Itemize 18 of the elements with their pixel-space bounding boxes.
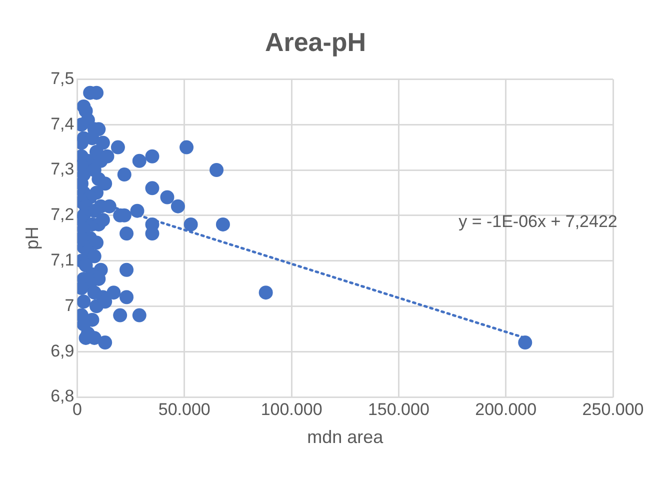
y-tick-label: 7,1 bbox=[50, 250, 74, 270]
x-tick-label: 0 bbox=[72, 400, 82, 419]
x-axis-title: mdn area bbox=[307, 427, 384, 448]
y-tick-label: 6,8 bbox=[50, 386, 74, 406]
y-tick-label: 7,2 bbox=[50, 205, 74, 224]
y-tick-label: 6,9 bbox=[50, 341, 74, 360]
x-tick-label: 50.000 bbox=[158, 400, 210, 419]
y-axis-title: pH bbox=[22, 226, 42, 250]
y-tick-label: 7,5 bbox=[50, 68, 74, 88]
y-tick-label: 7 bbox=[64, 296, 74, 315]
y-tick-label: 7,3 bbox=[50, 160, 74, 179]
x-tick-label: 200.000 bbox=[475, 400, 537, 419]
x-tick-label: 150.000 bbox=[368, 400, 430, 419]
y-tick-label: 7,4 bbox=[50, 114, 74, 134]
annotation: y = -1E-06x + 7,2422 bbox=[458, 212, 618, 231]
chart-title: Area-pH bbox=[264, 26, 366, 57]
x-tick-label: 100.000 bbox=[260, 400, 322, 419]
x-tick-label: 250.000 bbox=[582, 400, 644, 419]
